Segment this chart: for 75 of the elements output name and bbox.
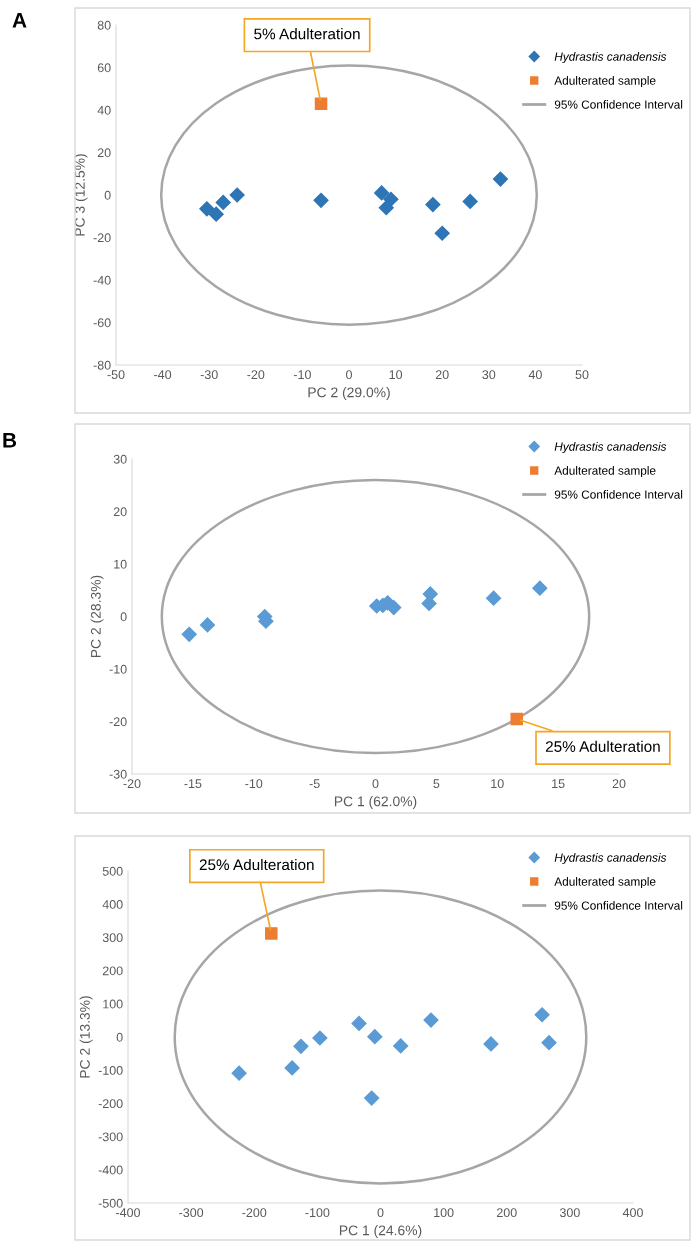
y-tick-label: 200 [102, 966, 123, 976]
y-tick-label: 80 [97, 20, 111, 30]
x-tick-label: -100 [305, 1208, 330, 1218]
legend-label: Adulterated sample [554, 76, 656, 88]
x-tick-label: 300 [559, 1208, 580, 1218]
legend-label: Adulterated sample [554, 877, 656, 889]
x-tick-label: -30 [200, 370, 218, 380]
x-tick-label: 10 [389, 370, 403, 380]
y-tick-label: -40 [93, 275, 111, 285]
x-tick-label: 20 [612, 779, 626, 789]
legend-label: 95% Confidence Interval [554, 490, 683, 499]
x-tick-label: -15 [184, 779, 202, 789]
y-tick-label: 20 [97, 148, 111, 158]
legend-label: Adulterated sample [554, 466, 656, 478]
x-tick-label: -10 [245, 779, 263, 789]
x-tick-label: -40 [154, 370, 172, 380]
x-tick-label: 400 [622, 1208, 643, 1218]
y-tick-label: 40 [97, 105, 111, 115]
x-tick-label: -20 [247, 370, 265, 380]
legend-label: 95% Confidence Interval [554, 100, 683, 109]
x-axis-title: PC 2 (29.0%) [308, 387, 390, 401]
annotation: 5% Adulteration [254, 28, 360, 40]
x-tick-label: 0 [377, 1208, 384, 1218]
annotation: 25% Adulteration [199, 858, 314, 871]
y-tick-label: -10 [109, 664, 127, 674]
x-tick-label: 0 [372, 779, 379, 789]
x-tick-label: -200 [242, 1208, 267, 1218]
x-tick-label: 100 [434, 1208, 454, 1218]
y-tick-label: -30 [109, 769, 127, 779]
y-tick-label: -300 [98, 1132, 123, 1142]
y-tick-label: -20 [109, 717, 127, 727]
y-tick-label: 60 [97, 63, 111, 73]
y-axis-title: PC 3 (12.5%) [74, 154, 88, 236]
x-tick-label: -10 [293, 370, 311, 380]
legend-label: 95% Confidence Interval [554, 901, 683, 910]
y-tick-label: -80 [93, 360, 111, 370]
text: B [3, 433, 17, 448]
y-tick-label: 30 [113, 454, 127, 464]
y-tick-label: -20 [93, 233, 111, 243]
x-axis-title: PC 1 (24.6%) [339, 1225, 422, 1239]
x-tick-label: 0 [346, 370, 352, 380]
x-tick-label: 200 [496, 1208, 517, 1218]
legend-label: Hydrastis canadensis [554, 52, 667, 64]
y-tick-label: 500 [102, 866, 123, 876]
y-tick-label: 10 [114, 559, 127, 569]
legend-label: Hydrastis canadensis [554, 853, 667, 865]
text: A [12, 13, 27, 28]
y-tick-label: 300 [102, 933, 123, 943]
x-tick-label: 40 [528, 370, 542, 380]
legend-label: Hydrastis canadensis [554, 442, 667, 454]
y-tick-label: -200 [98, 1099, 123, 1109]
x-axis-title: PC 1 (62.0%) [334, 796, 417, 810]
x-tick-label: 5 [433, 779, 440, 789]
x-tick-label: -5 [309, 779, 320, 789]
x-tick-label: -20 [123, 779, 141, 789]
y-tick-label: -500 [98, 1198, 123, 1208]
y-tick-label: 0 [116, 1032, 123, 1042]
y-tick-label: -100 [98, 1066, 123, 1075]
x-tick-label: 20 [435, 370, 449, 380]
y-tick-label: 0 [104, 190, 111, 200]
x-tick-label: 30 [482, 370, 496, 380]
y-tick-label: -60 [93, 318, 111, 328]
x-tick-label: 10 [491, 779, 504, 789]
y-tick-label: -400 [98, 1165, 123, 1175]
y-tick-label: 100 [103, 999, 123, 1009]
y-tick-label: 20 [113, 507, 127, 517]
y-tick-label: 400 [102, 900, 123, 909]
x-tick-label: 50 [575, 370, 589, 380]
x-tick-label: -300 [179, 1208, 204, 1218]
annotation: 25% Adulteration [545, 740, 660, 752]
y-axis-title: PC 2 (13.3%) [79, 996, 93, 1078]
x-tick-label: 15 [552, 779, 565, 789]
y-axis-title: PC 2 (28.3%) [90, 575, 104, 658]
y-tick-label: 0 [120, 612, 127, 622]
x-tick-label: -50 [107, 370, 125, 380]
